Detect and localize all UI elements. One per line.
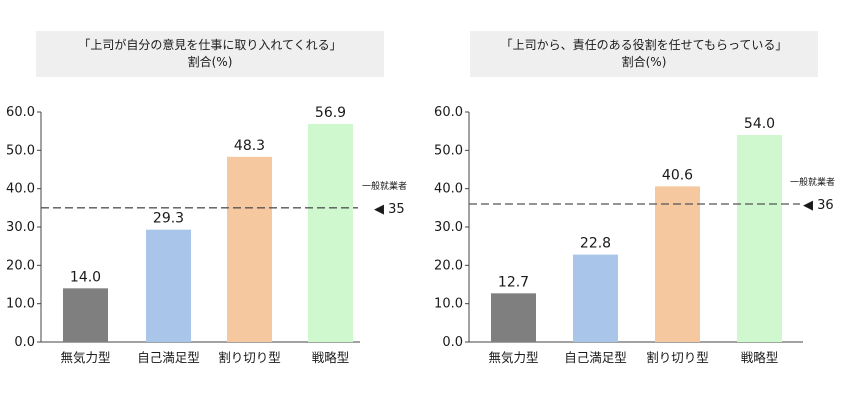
bar: [308, 123, 353, 342]
data-label: 54.0: [744, 116, 775, 132]
x-tick-label: 自己満足型: [137, 350, 200, 365]
data-label: 14.0: [70, 269, 101, 285]
bar: [737, 135, 782, 342]
data-label: 12.7: [498, 274, 529, 290]
reference-line-label: 一般就業者: [362, 180, 407, 192]
bar: [573, 254, 618, 342]
y-tick-label: 40.0: [6, 182, 35, 197]
chart-1-plot: 0.0 10.0 20.0 30.0 40.0 50.0 60.0 14.0 無気力型 29.3 自…: [6, 105, 407, 365]
x-tick-label: 戦略型: [312, 350, 350, 365]
data-label: 56.9: [315, 105, 346, 121]
data-label: 48.3: [234, 138, 265, 154]
y-tick-label: 20.0: [434, 258, 463, 273]
chart-2-title: 「上司から、責任のある役割を任せてもらっている」: [500, 38, 788, 52]
x-tick-label: 割り切り型: [218, 350, 281, 365]
y-tick-label: 50.0: [6, 143, 35, 158]
y-tick-label: 60.0: [6, 105, 35, 120]
chart-2-plot: 0.0 10.0 20.0 30.0 40.0 50.0 60.0 12.7 無気力型 22.8 自…: [434, 105, 835, 365]
bar: [227, 156, 272, 342]
y-tick-label: 0.0: [442, 335, 463, 350]
chart-1-title-box: 「上司が自分の意見を仕事に取り入れてくれる」 割合(%): [36, 31, 384, 77]
y-tick-label: 50.0: [434, 143, 463, 158]
x-tick-label: 無気力型: [60, 350, 110, 365]
chart-1-subtitle: 割合(%): [187, 55, 233, 69]
y-tick-label: 30.0: [434, 220, 463, 235]
x-tick-label: 割り切り型: [646, 350, 709, 365]
y-tick-label: 60.0: [434, 105, 463, 120]
data-label: 40.6: [662, 167, 693, 183]
y-tick-label: 40.0: [434, 182, 463, 197]
y-tick-label: 0.0: [14, 335, 35, 350]
reference-line-value: ◀ 36: [803, 198, 834, 213]
y-tick-label: 30.0: [6, 220, 35, 235]
chart-2-title-box: 「上司から、責任のある役割を任せてもらっている」 割合(%): [470, 31, 818, 77]
bar: [655, 186, 700, 342]
bar: [146, 229, 191, 342]
y-tick-label: 20.0: [6, 258, 35, 273]
x-tick-label: 自己満足型: [564, 350, 627, 365]
x-tick-label: 戦略型: [741, 350, 779, 365]
data-label: 22.8: [580, 236, 611, 252]
data-label: 29.3: [153, 211, 184, 227]
x-tick-label: 無気力型: [488, 350, 538, 365]
reference-line-value: ◀ 35: [374, 202, 405, 217]
chart-2-subtitle: 割合(%): [621, 55, 667, 69]
y-tick-label: 10.0: [434, 297, 463, 312]
bar: [491, 293, 536, 342]
y-tick-label: 10.0: [6, 297, 35, 312]
reference-line-label: 一般就業者: [790, 176, 835, 188]
bar: [63, 288, 108, 342]
chart-1-title: 「上司が自分の意見を仕事に取り入れてくれる」: [78, 38, 342, 52]
